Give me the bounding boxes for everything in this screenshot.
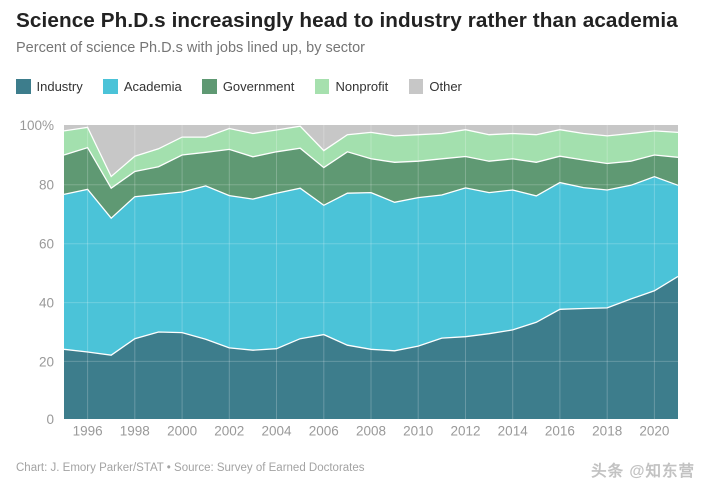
- svg-text:2002: 2002: [214, 424, 244, 439]
- svg-text:2018: 2018: [592, 424, 622, 439]
- svg-text:20: 20: [39, 355, 54, 370]
- svg-text:2020: 2020: [639, 424, 669, 439]
- svg-text:2008: 2008: [356, 424, 386, 439]
- svg-text:100%: 100%: [19, 118, 54, 133]
- svg-text:2004: 2004: [261, 424, 292, 439]
- svg-text:80: 80: [39, 178, 54, 193]
- svg-text:0: 0: [46, 412, 54, 427]
- svg-text:2000: 2000: [167, 424, 197, 439]
- svg-text:2014: 2014: [498, 424, 529, 439]
- svg-text:40: 40: [39, 296, 54, 311]
- svg-text:60: 60: [39, 237, 54, 252]
- svg-text:2010: 2010: [403, 424, 433, 439]
- svg-text:2016: 2016: [545, 424, 575, 439]
- svg-text:1996: 1996: [73, 424, 103, 439]
- svg-text:1998: 1998: [120, 424, 150, 439]
- svg-text:2006: 2006: [309, 424, 339, 439]
- svg-text:2012: 2012: [450, 424, 480, 439]
